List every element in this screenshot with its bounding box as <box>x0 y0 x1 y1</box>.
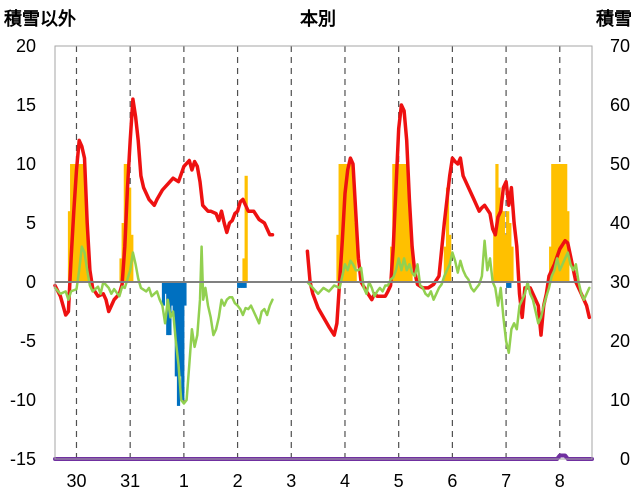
yellow-bars-bar <box>344 164 349 282</box>
blue-bars-bar <box>179 282 183 377</box>
right-tick-label: 10 <box>610 390 630 410</box>
yellow-bars-bar <box>351 175 355 282</box>
right-tick-label: 0 <box>620 449 630 469</box>
yellow-bars-bar <box>398 164 402 282</box>
blue-bars-bar <box>161 282 166 306</box>
blue-bars-bar <box>164 282 168 294</box>
right-tick-label: 20 <box>610 331 630 351</box>
yellow-bars-bar <box>400 164 405 282</box>
yellow-bars-bar <box>405 164 409 282</box>
blue-bars-bar <box>170 282 174 306</box>
blue-bars-bar <box>508 282 512 288</box>
left-tick-label: 15 <box>16 95 36 115</box>
yellow-bars-bar <box>499 199 503 282</box>
yellow-bars-bar <box>76 164 80 282</box>
yellow-bars-bar <box>407 199 411 282</box>
yellow-bars-bar <box>559 164 563 282</box>
x-tick-label: 2 <box>233 471 243 491</box>
left-axis-title: 積雪以外 <box>3 8 76 29</box>
temperature-line <box>53 97 275 317</box>
x-tick-label: 5 <box>394 471 404 491</box>
left-tick-label: 0 <box>26 272 36 292</box>
right-tick-label: 30 <box>610 272 630 292</box>
yellow-bars-bar <box>402 164 407 282</box>
blue-bars-bar <box>181 282 185 400</box>
yellow-bars-bar <box>445 187 450 282</box>
yellow-bars-bar <box>244 175 248 282</box>
yellow-bars-bar <box>448 234 452 282</box>
yellow-bars-bar <box>353 223 357 282</box>
left-tick-label: -15 <box>10 449 36 469</box>
yellow-bars-bar <box>85 211 89 282</box>
yellow-bars-bar <box>80 164 84 282</box>
chart-title: 本別 <box>300 8 336 29</box>
x-tick-label: 30 <box>66 471 86 491</box>
x-tick-label: 3 <box>286 471 296 491</box>
yellow-bars-bar <box>443 246 447 282</box>
yellow-bars-bar <box>338 164 342 282</box>
blue-bars-bar <box>237 282 241 288</box>
green-series-line <box>53 245 274 405</box>
yellow-bars-bar <box>564 164 568 282</box>
right-axis-title: 積雪 <box>595 8 632 29</box>
x-tick-label: 1 <box>179 471 189 491</box>
blue-bars-bar <box>176 282 181 406</box>
right-tick-label: 60 <box>610 95 630 115</box>
yellow-bars-bar <box>493 234 497 282</box>
x-tick-label: 31 <box>120 471 140 491</box>
yellow-bars-bar <box>561 164 566 282</box>
blue-bars-bar <box>174 282 178 377</box>
yellow-bars-bar <box>503 234 508 282</box>
x-tick-label: 8 <box>555 471 565 491</box>
yellow-bars-bar <box>506 211 510 282</box>
yellow-bars-bar <box>67 211 72 282</box>
yellow-bars-bar <box>349 164 353 282</box>
yellow-bars-bar <box>501 211 505 282</box>
yellow-bars-bar <box>557 164 561 282</box>
yellow-bars-bar <box>336 234 340 282</box>
x-tick-label: 7 <box>501 471 511 491</box>
yellow-bars-bar <box>347 164 351 282</box>
yellow-bars-bar <box>510 246 514 282</box>
left-tick-label: 10 <box>16 154 36 174</box>
plot-frame <box>54 45 593 460</box>
yellow-bars-bar <box>551 164 555 282</box>
x-tick-label: 4 <box>340 471 350 491</box>
right-tick-label: 70 <box>610 36 630 56</box>
x-tick-label: 6 <box>447 471 457 491</box>
left-tick-label: -5 <box>20 331 36 351</box>
left-tick-label: 5 <box>26 213 36 233</box>
yellow-bars-bar <box>508 223 512 282</box>
yellow-bars-bar <box>409 246 413 282</box>
left-tick-label: -10 <box>10 390 36 410</box>
temperature-line <box>305 103 592 337</box>
yellow-bars-bar <box>549 246 553 282</box>
yellow-bars-bar <box>74 164 78 282</box>
yellow-bars-bar <box>555 164 559 282</box>
yellow-bars-bar <box>82 175 87 282</box>
yellow-bars-bar <box>119 258 123 282</box>
blue-bars-bar <box>183 282 187 306</box>
yellow-bars-bar <box>497 187 501 282</box>
blue-bars-bar <box>506 282 510 288</box>
yellow-bars-bar <box>553 164 557 282</box>
right-tick-label: 40 <box>610 213 630 233</box>
blue-bars-bar <box>239 282 243 288</box>
left-tick-label: 20 <box>16 36 36 56</box>
blue-bars-bar <box>172 282 176 318</box>
right-tick-label: 50 <box>610 154 630 174</box>
yellow-bars-bar <box>242 258 246 282</box>
blue-bars-bar <box>243 282 247 288</box>
yellow-bars-bar <box>128 187 132 282</box>
blue-bars-bar <box>241 282 245 288</box>
green-series-line <box>306 239 591 355</box>
yellow-bars-bar <box>396 164 400 282</box>
yellow-bars-bar <box>78 164 82 282</box>
